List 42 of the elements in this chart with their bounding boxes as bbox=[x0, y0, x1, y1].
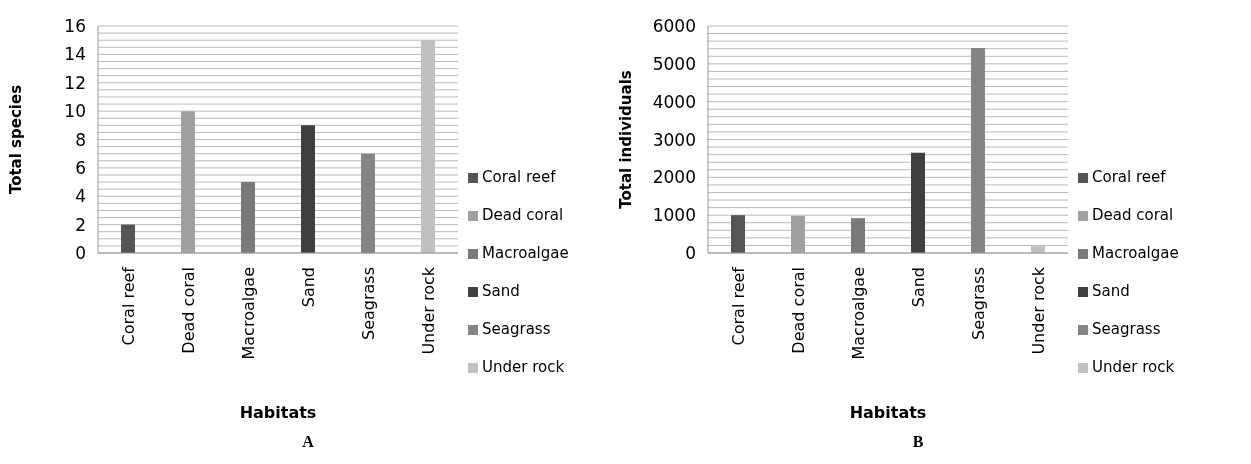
y-axis-title: Total individuals bbox=[617, 70, 636, 209]
x-tick-label: Under rock bbox=[418, 266, 438, 355]
y-tick-label: 16 bbox=[64, 16, 86, 36]
x-axis-title: Habitats bbox=[239, 403, 317, 422]
y-tick-label: 6 bbox=[75, 157, 86, 178]
x-tick-label: Macroalgae bbox=[238, 267, 258, 360]
legend-label: Under rock bbox=[482, 358, 565, 376]
x-tick-label: Coral reef bbox=[728, 266, 748, 346]
y-tick-label: 2000 bbox=[652, 167, 696, 188]
legend-label: Dead coral bbox=[1092, 206, 1174, 224]
legend-label: Dead coral bbox=[482, 206, 564, 224]
x-tick-label: Seagrass bbox=[358, 267, 378, 341]
text: A bbox=[301, 433, 315, 451]
x-tick-label: Sand bbox=[908, 267, 928, 308]
x-tick-label: Under rock bbox=[1028, 266, 1048, 355]
x-tick-label: Sand bbox=[298, 267, 318, 308]
legend-label: Coral reef bbox=[482, 168, 556, 186]
y-tick-label: 4 bbox=[75, 186, 86, 207]
y-tick-label: 4000 bbox=[652, 91, 696, 112]
legend-label: Under rock bbox=[1092, 358, 1175, 376]
x-tick-label: Seagrass bbox=[968, 267, 988, 341]
x-tick-label: Coral reef bbox=[118, 266, 138, 346]
text: B bbox=[911, 433, 925, 451]
legend-label: Coral reef bbox=[1092, 168, 1166, 186]
y-tick-label: 5000 bbox=[652, 53, 696, 74]
y-tick-label: 1000 bbox=[652, 205, 696, 226]
legend-label: Macroalgae bbox=[482, 244, 569, 262]
y-tick-label: 12 bbox=[64, 72, 86, 93]
y-tick-label: 2 bbox=[75, 214, 86, 235]
y-tick-label: 0 bbox=[685, 243, 696, 263]
y-tick-label: 14 bbox=[64, 44, 86, 65]
y-tick-label: 10 bbox=[64, 101, 86, 122]
x-tick-label: Dead coral bbox=[178, 267, 198, 354]
x-axis-title: Habitats bbox=[849, 403, 927, 422]
x-tick-label: Macroalgae bbox=[848, 267, 868, 360]
y-tick-label: 3000 bbox=[652, 129, 696, 150]
x-tick-label: Dead coral bbox=[788, 267, 808, 354]
legend-label: Macroalgae bbox=[1092, 244, 1179, 262]
y-tick-label: 8 bbox=[75, 129, 86, 150]
y-tick-label: 0 bbox=[75, 243, 86, 263]
y-tick-label: 6000 bbox=[652, 16, 696, 36]
y-axis-title: Total species bbox=[7, 84, 26, 195]
